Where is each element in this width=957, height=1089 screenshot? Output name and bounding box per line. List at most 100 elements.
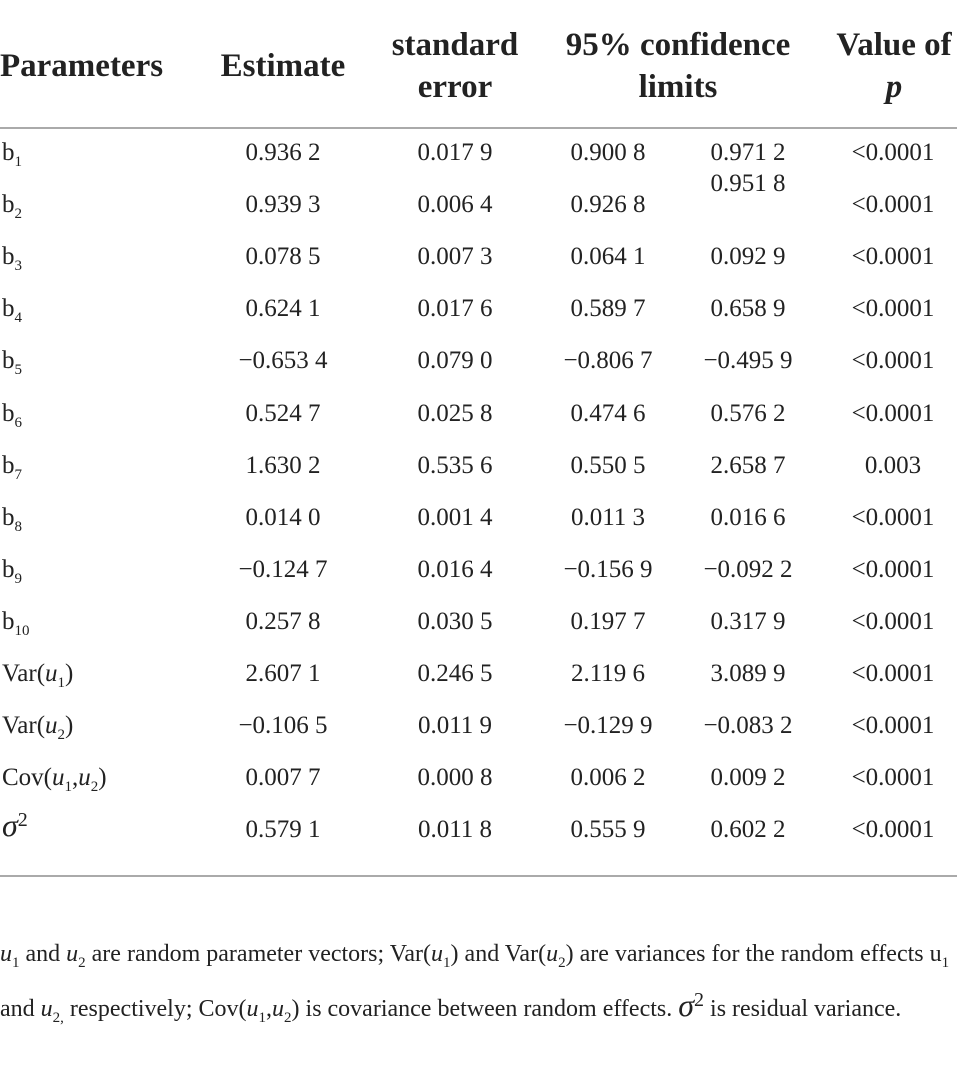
cell: 0.016 6: [710, 503, 786, 531]
cell: <0.0001: [851, 139, 935, 166]
text-text: ,: [266, 996, 273, 1022]
cell: 0.535 6: [417, 451, 493, 479]
text-italic: σ: [678, 987, 695, 1023]
text-sub: 2: [284, 1010, 292, 1026]
cell: 0.576 2: [710, 399, 786, 427]
header-estimate: Estimate: [220, 48, 346, 84]
row-parameter: b4: [2, 294, 22, 333]
text-text: b: [2, 503, 15, 531]
cell: 0.926 8: [570, 191, 646, 219]
cell: 2.607 1: [245, 660, 321, 687]
text-italic: u: [45, 660, 58, 687]
text-text: are random parameter vectors; Var(: [85, 941, 432, 967]
cell: −0.083 2: [703, 712, 793, 740]
text-text: and: [19, 941, 67, 967]
cell: 2.119 6: [570, 660, 646, 687]
cell: 0.006 2: [570, 764, 646, 792]
cell: 0.936 2: [245, 139, 321, 166]
cell: 0.078 5: [245, 243, 321, 271]
text-italic: u: [246, 996, 259, 1022]
cell: 0.011 8: [417, 816, 493, 844]
cell: 0.014 0: [245, 503, 321, 531]
cell: 0.951 8: [710, 170, 786, 198]
cell: 0.317 9: [710, 607, 786, 635]
cell: 0.474 6: [570, 399, 646, 427]
row-parameter: b6: [2, 399, 22, 438]
cell: 0.011 9: [417, 712, 493, 740]
row-parameter: b9: [2, 555, 22, 594]
cell: <0.0001: [851, 243, 935, 271]
cell: 0.017 6: [417, 295, 493, 323]
text-text: b: [2, 139, 15, 166]
text-sub: 2: [78, 955, 86, 971]
cell: <0.0001: [851, 347, 935, 375]
text-italic: u: [52, 764, 65, 792]
row-parameter: b10: [2, 607, 30, 646]
text-text: Cov(: [2, 764, 52, 792]
cell: 0.524 7: [245, 399, 321, 427]
row-parameter: b8: [2, 503, 22, 542]
cell: <0.0001: [851, 764, 935, 792]
text-sub: 9: [14, 570, 23, 587]
text-text: is residual variance.: [704, 996, 902, 1022]
row-parameter: b3: [2, 242, 22, 281]
cell: 0.011 3: [570, 503, 646, 531]
row-parameter: Var(u2): [2, 711, 73, 750]
cell: <0.0001: [851, 503, 935, 531]
cell: 0.624 1: [245, 295, 321, 323]
text-italic: u: [0, 941, 12, 967]
cell: 0.001 4: [417, 503, 493, 531]
row-parameter: b1: [2, 138, 22, 177]
cell: <0.0001: [851, 191, 935, 219]
text-sub: 4: [14, 310, 23, 327]
row-parameter: Var(u1): [2, 659, 73, 698]
cell: 0.016 4: [417, 555, 493, 583]
text-text: ) is covariance between random effects.: [291, 996, 679, 1022]
cell: <0.0001: [851, 399, 935, 427]
text-sup: 2: [694, 989, 705, 1011]
text-text: ): [65, 660, 74, 687]
text-text: Var(: [2, 712, 46, 740]
text-text: ) and Var(: [450, 941, 547, 967]
text-text: ): [98, 764, 107, 792]
text-sub: 1: [258, 1010, 267, 1026]
text-text: ): [65, 712, 74, 740]
cell: 0.017 9: [417, 139, 493, 166]
header-parameters: Parameters: [0, 48, 164, 84]
cell: 0.030 5: [417, 607, 493, 635]
cell: −0.106 5: [238, 712, 328, 740]
text-text: b: [2, 399, 15, 427]
cell: <0.0001: [851, 607, 935, 635]
text-text: ) are variances for the random effects u: [565, 941, 942, 967]
text-sub: 5: [14, 362, 23, 379]
text-sub: 3: [14, 258, 23, 275]
text-sub: 2: [14, 206, 23, 223]
row-parameter: σ2: [2, 805, 28, 841]
cell: 0.000 8: [417, 764, 493, 792]
row-parameter: Cov(u1,u2): [2, 763, 107, 802]
cell: −0.129 9: [563, 712, 653, 740]
text-text: b: [2, 191, 15, 219]
text-sub: 2: [90, 779, 99, 796]
cell: 0.602 2: [710, 816, 786, 844]
row-parameter: b5: [2, 346, 22, 385]
cell: −0.806 7: [563, 347, 653, 375]
text-italic: u: [66, 941, 79, 967]
cell: 0.971 2: [710, 139, 786, 166]
cell: 0.589 7: [570, 295, 646, 323]
text-italic: u: [45, 712, 58, 740]
text-sub: 1: [12, 955, 20, 971]
text-sub: 2: [558, 955, 566, 971]
text-text: ,: [72, 764, 79, 792]
cell: <0.0001: [851, 660, 935, 687]
cell: −0.092 2: [703, 555, 793, 583]
cell: 0.009 2: [710, 764, 786, 792]
text-text: Value of: [836, 27, 952, 63]
text-text: and: [0, 996, 41, 1022]
text-sup: 2: [17, 809, 28, 832]
cell: 2.658 7: [710, 451, 786, 479]
text-sub: 1: [941, 955, 950, 971]
cell: 0.257 8: [245, 607, 321, 635]
cell: 0.939 3: [245, 191, 321, 219]
rule: [0, 875, 957, 877]
